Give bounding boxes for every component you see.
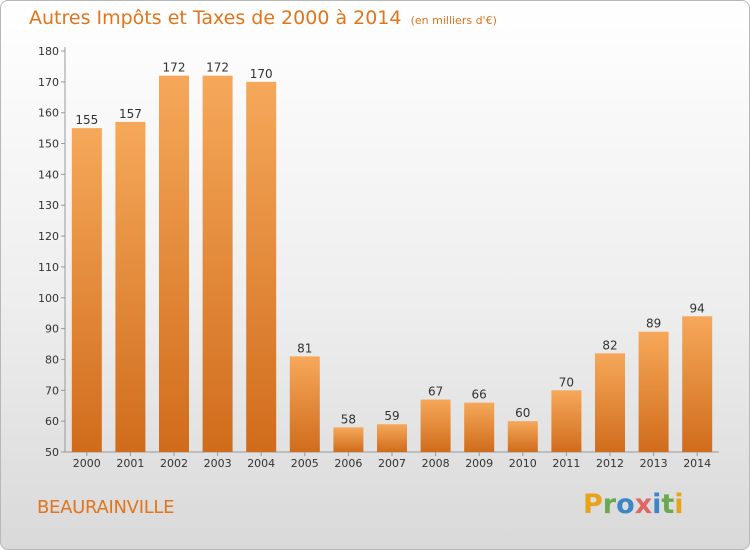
bar-value-label: 89	[646, 317, 661, 331]
y-tick-label: 50	[45, 446, 59, 459]
bar-2011	[551, 390, 582, 452]
bar-value-label: 58	[341, 412, 356, 426]
logo-letter: i	[652, 489, 662, 520]
bar-value-label: 172	[206, 61, 229, 75]
y-tick-label: 130	[38, 199, 59, 212]
bar-2008	[420, 399, 451, 452]
bar-2003	[202, 75, 233, 452]
bar-value-label: 155	[75, 113, 98, 127]
y-tick-label: 160	[38, 107, 59, 120]
y-tick-label: 120	[38, 230, 59, 243]
x-tick-label: 2007	[378, 457, 406, 470]
logo-letter: r	[602, 489, 617, 520]
x-tick-label: 2002	[160, 457, 188, 470]
x-tick-label: 2005	[291, 457, 319, 470]
bar-value-label: 66	[472, 388, 487, 402]
bar-2007	[377, 424, 407, 452]
y-tick-label: 100	[38, 292, 59, 305]
proxiti-logo[interactable]: Proxiti	[583, 489, 684, 520]
x-tick-label: 2012	[596, 457, 624, 470]
x-tick-label: 2006	[334, 457, 362, 470]
chart-unit: (en milliers d'€)	[410, 14, 497, 27]
bar-value-label: 82	[602, 338, 617, 352]
y-tick-label: 90	[45, 323, 59, 336]
commune-name: BEAURAINVILLE	[37, 497, 175, 518]
logo-letter: x	[634, 489, 653, 520]
bar-2013	[638, 331, 669, 452]
y-tick-label: 150	[38, 138, 59, 151]
y-tick-label: 170	[38, 76, 59, 89]
bar-value-label: 81	[297, 341, 312, 355]
bar-2002	[159, 75, 189, 452]
bar-value-label: 70	[559, 375, 574, 389]
x-tick-label: 2001	[116, 457, 144, 470]
x-tick-label: 2013	[640, 457, 668, 470]
y-tick-label: 110	[38, 261, 59, 274]
bar-2000	[71, 128, 102, 452]
x-tick-label: 2008	[422, 457, 450, 470]
bar-value-label: 172	[163, 61, 186, 75]
chart-title: Autres Impôts et Taxes de 2000 à 2014	[29, 7, 402, 29]
logo-letter: i	[674, 489, 684, 520]
bar-2010	[507, 421, 538, 452]
bar-2009	[464, 402, 495, 452]
y-tick-label: 180	[38, 45, 59, 58]
logo-letter: P	[583, 489, 603, 520]
logo-letter: t	[661, 489, 675, 520]
x-tick-label: 2004	[247, 457, 275, 470]
bar-value-label: 59	[384, 409, 399, 423]
x-tick-label: 2010	[509, 457, 537, 470]
x-tick-label: 2011	[552, 457, 580, 470]
y-tick-label: 60	[45, 415, 59, 428]
bar-value-label: 94	[690, 301, 705, 315]
y-tick-label: 70	[45, 384, 59, 397]
bar-value-label: 170	[250, 67, 273, 81]
x-tick-label: 2009	[465, 457, 493, 470]
bar-2005	[289, 356, 320, 452]
y-tick-label: 140	[38, 168, 59, 181]
bar-2006	[333, 427, 364, 452]
bar-2014	[682, 316, 713, 452]
bar-value-label: 67	[428, 385, 443, 399]
x-tick-label: 2003	[204, 457, 232, 470]
bar-value-label: 157	[119, 107, 142, 121]
logo-letter: o	[616, 489, 635, 520]
y-tick-label: 80	[45, 353, 59, 366]
x-tick-label: 2014	[683, 457, 711, 470]
bar-2012	[595, 353, 625, 452]
x-tick-label: 2000	[73, 457, 101, 470]
chart-title-block: Autres Impôts et Taxes de 2000 à 2014 (e…	[29, 7, 497, 29]
bar-2004	[246, 81, 277, 452]
bar-2001	[115, 121, 146, 452]
bar-value-label: 60	[515, 406, 530, 420]
